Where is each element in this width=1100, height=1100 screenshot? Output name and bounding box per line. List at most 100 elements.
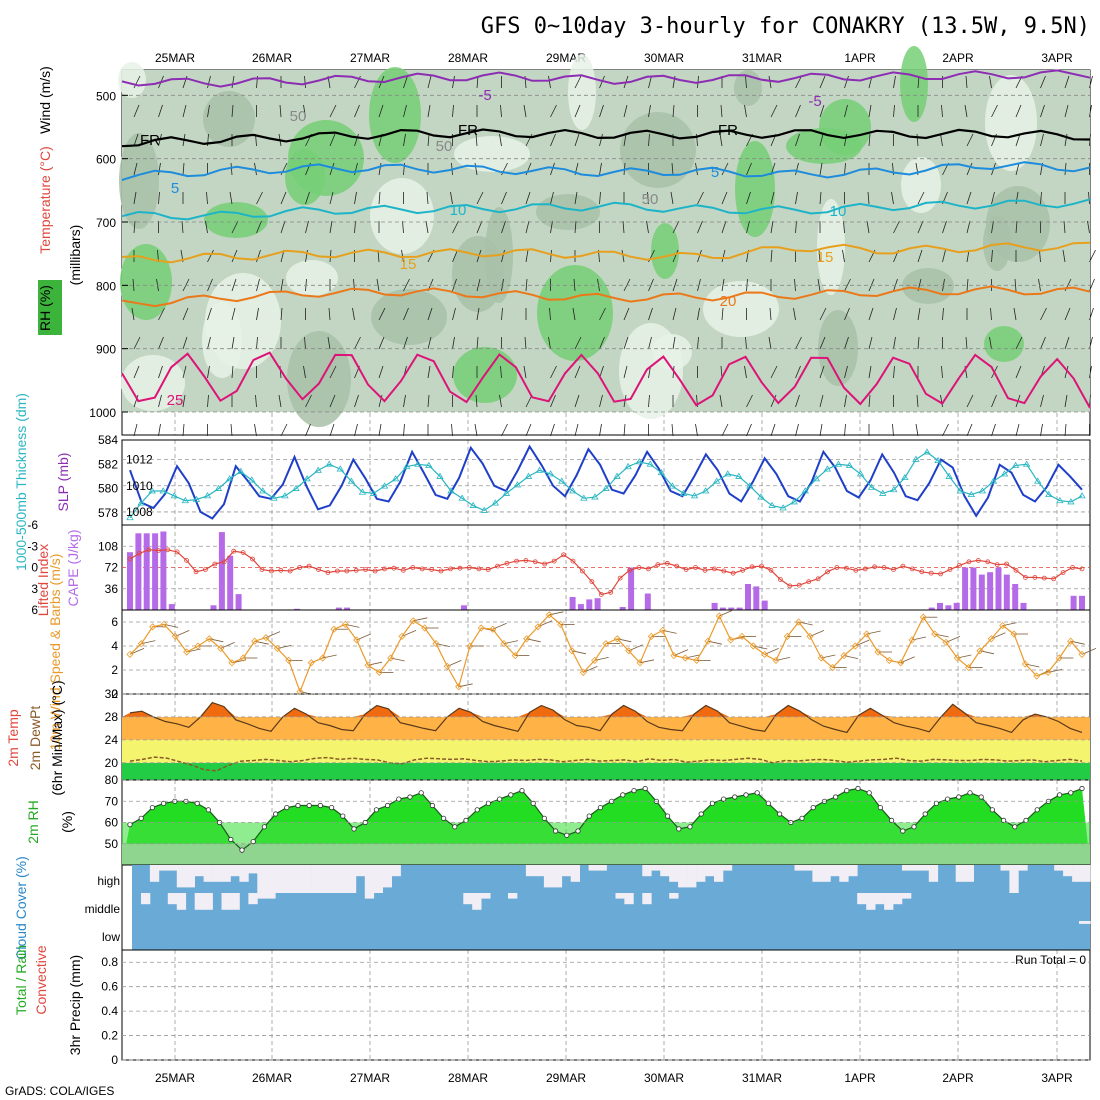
cloud-bar xyxy=(212,865,222,882)
wind-barb xyxy=(255,394,257,408)
cape-bar xyxy=(218,532,225,610)
panel-border xyxy=(121,609,1091,695)
chart-title: GFS 0~10day 3-hourly for CONAKRY (13.5W,… xyxy=(481,14,1090,39)
cloud-bar xyxy=(158,865,169,871)
wind-barb xyxy=(426,191,429,205)
wind-speed-point xyxy=(409,617,417,625)
wind-barb xyxy=(452,220,459,234)
y-tick-label: 900 xyxy=(96,343,116,357)
cape-bar xyxy=(335,607,342,610)
lifted-index-point xyxy=(551,558,557,564)
rh-point xyxy=(161,800,167,807)
contour-label: 15 xyxy=(400,256,417,273)
date-label-top: 31MAR xyxy=(742,51,782,65)
date-label-top: 28MAR xyxy=(448,51,488,65)
wind-barb xyxy=(1015,133,1021,147)
cloud-bar xyxy=(176,893,187,910)
wind-speed-point xyxy=(602,640,610,648)
wind-barb xyxy=(427,75,432,89)
wind-speed-point xyxy=(738,632,746,640)
cloud-bar xyxy=(364,865,375,893)
wind-barb xyxy=(844,423,846,437)
series-point xyxy=(657,469,666,476)
wind-barb xyxy=(965,336,968,350)
wind-barb xyxy=(991,220,994,234)
wind-barb xyxy=(989,75,992,89)
wind-barb xyxy=(770,191,775,205)
series-point xyxy=(513,481,522,488)
y-tick-label: 500 xyxy=(96,89,116,103)
wind-barb xyxy=(452,307,456,321)
series-point xyxy=(1000,470,1009,477)
wind-speed-point xyxy=(851,642,859,650)
wind-speed-point xyxy=(307,659,315,667)
wind-barb xyxy=(256,336,258,350)
wind-barb xyxy=(966,220,971,234)
lifted-index-point xyxy=(589,579,595,585)
wind-speed-point xyxy=(545,611,553,619)
cape-bar xyxy=(953,602,960,610)
series-point xyxy=(347,477,356,484)
wind-barb xyxy=(231,104,234,118)
temperature-contour xyxy=(121,241,1091,264)
wind-barb xyxy=(525,423,532,437)
rh-point xyxy=(687,824,693,830)
wind-speed-point xyxy=(171,632,179,640)
rh-point xyxy=(228,836,234,843)
wind-barb xyxy=(303,104,306,118)
y-tick-label: 0.2 xyxy=(101,1029,118,1043)
date-label-top: 3APR xyxy=(1041,51,1073,65)
slp-thickness-panel: 584 582 580 578 1012 1010 1008 1000-500mb Thick… xyxy=(13,393,1091,571)
rh-point xyxy=(552,828,559,834)
rh-point xyxy=(474,807,480,813)
cloud-bar xyxy=(651,865,661,871)
wind-axis-label: 10m Wind Speed & Barbs (m/s) xyxy=(47,554,63,751)
cape-bar xyxy=(594,598,601,610)
wind-barb xyxy=(819,191,822,205)
cloud-bar xyxy=(382,865,392,888)
series-point xyxy=(624,462,632,470)
wind-speed-point xyxy=(205,635,213,643)
rh-blob xyxy=(203,91,255,147)
wind-barb xyxy=(623,423,626,437)
cloud-bar xyxy=(705,865,715,877)
wind-barb xyxy=(305,191,310,205)
wind-barb xyxy=(182,336,188,350)
wind-barb xyxy=(572,307,576,321)
wind-barb xyxy=(719,394,723,408)
lifted-index-point xyxy=(391,565,397,571)
series-point xyxy=(391,475,400,482)
series-point xyxy=(757,493,765,500)
temp-unit-label: (6hr Min/Max) (°C) xyxy=(49,680,65,795)
wind-barb xyxy=(182,307,189,321)
rh-point xyxy=(373,807,379,813)
wind-barb xyxy=(499,394,502,408)
date-label-bottom: 26MAR xyxy=(252,1071,292,1085)
series-point xyxy=(369,489,378,496)
lifted-index-point xyxy=(796,582,802,588)
temperature-band xyxy=(122,716,1090,740)
date-label-bottom: 29MAR xyxy=(546,1071,586,1085)
cloud-bar xyxy=(588,865,598,871)
wind-speed-point xyxy=(727,636,735,644)
lifted-index-point xyxy=(947,567,953,572)
cloud-bar xyxy=(472,893,482,910)
cloud-bar xyxy=(794,865,804,871)
lifted-index-point xyxy=(429,567,435,572)
wind-barb xyxy=(1015,220,1018,234)
wind-barb xyxy=(599,133,603,147)
wind-barb xyxy=(991,394,997,408)
wind-barb xyxy=(452,365,454,379)
cape-bar xyxy=(210,605,217,610)
cloud-bar xyxy=(266,865,276,893)
rh-point xyxy=(1000,817,1007,824)
lifted-index-point xyxy=(306,563,312,569)
wind-barb xyxy=(1040,336,1046,350)
series-point xyxy=(358,488,367,495)
wind-barb xyxy=(329,133,336,147)
wind-barb xyxy=(966,423,973,437)
wind-speed-point xyxy=(557,620,565,628)
cloud-bar xyxy=(919,865,930,871)
cloud-bar xyxy=(221,893,231,910)
wind-barb xyxy=(942,423,949,437)
